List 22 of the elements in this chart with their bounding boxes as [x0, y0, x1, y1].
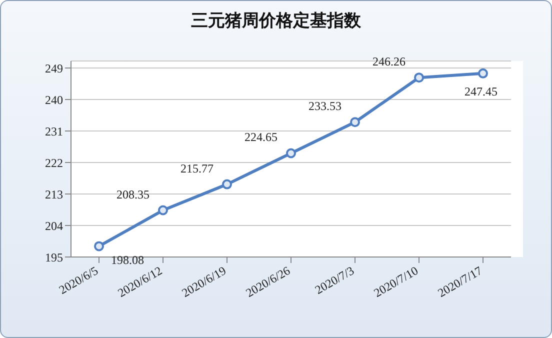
data-label: 233.53 [308, 99, 342, 114]
y-tick-label: 222 [45, 156, 63, 170]
point [286, 148, 296, 158]
point [414, 72, 424, 83]
point [158, 205, 168, 216]
y-tick-label: 204 [45, 218, 63, 233]
data-label: 215.77 [180, 161, 214, 176]
point [222, 179, 232, 190]
data-label: 247.45 [464, 84, 498, 98]
data-label: 198.08 [111, 253, 144, 268]
y-tick-label: 195 [45, 250, 63, 264]
y-tick-label: 213 [45, 187, 63, 202]
y-tick-label: 240 [45, 92, 63, 107]
point [94, 241, 104, 252]
y-tick-label: 231 [45, 124, 63, 138]
data-label: 246.26 [372, 54, 406, 69]
data-label: 224.65 [244, 130, 278, 144]
chart-title: 三元猪周价格定基指数 [190, 10, 362, 32]
y-tick-label: 249 [45, 61, 63, 76]
point [350, 117, 360, 128]
data-label: 208.35 [116, 187, 150, 202]
point [478, 68, 488, 78]
